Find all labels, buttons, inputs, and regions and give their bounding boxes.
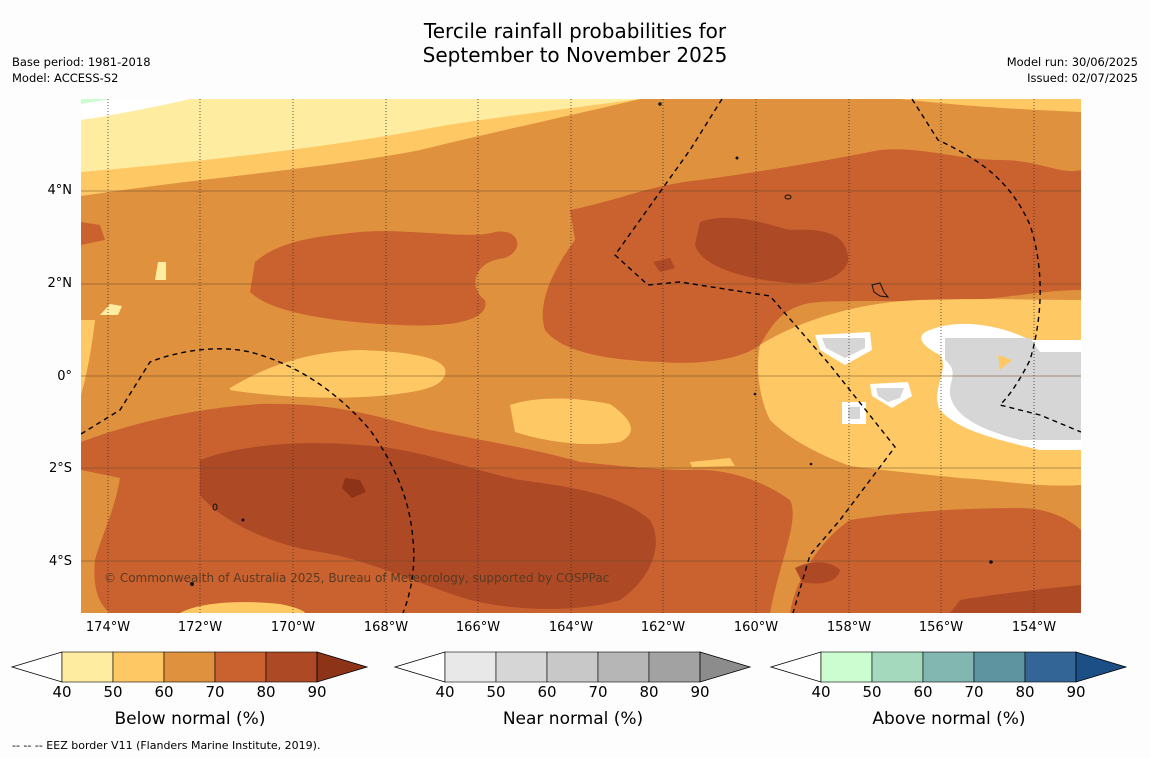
field-over-90-spot [342, 478, 366, 498]
x-tick-160w: 160°W [733, 620, 779, 635]
field-near-50-60-west [822, 338, 865, 358]
y-tick-4n: 4°N [47, 183, 73, 198]
colorbar-above-tick: 80 [1015, 683, 1035, 701]
field-60-70-southwest [81, 470, 120, 613]
field-above-40-50-corner [81, 99, 110, 104]
field-70-80-west [250, 231, 518, 326]
colorbar-above-segment [973, 651, 1026, 683]
field-80-90-northeast [695, 217, 849, 284]
colorbar-above-segment [922, 651, 975, 683]
field-80-90-south [200, 443, 656, 609]
parallel-gridlines [81, 190, 1081, 562]
x-tick-172w: 172°W [177, 620, 223, 635]
x-tick-168w: 168°W [363, 620, 409, 635]
meta-right: Model run: 30/06/2025 Issued: 02/07/2025 [1007, 54, 1138, 86]
x-tick-158w: 158°W [826, 620, 872, 635]
colorbar-above-tick: 50 [862, 683, 882, 701]
colorbar-near-over-arrow [699, 651, 752, 683]
colorbar-below-tick: 90 [307, 683, 327, 701]
colorbar-below-tick: 70 [205, 683, 225, 701]
field-70-80-southeast [790, 508, 1081, 613]
model-text: Model: ACCESS-S2 [12, 71, 119, 85]
field-40-50-spot-west [100, 304, 122, 315]
field-50-60-equator-west [230, 350, 446, 398]
probability-field [81, 99, 1081, 613]
meta-left: Base period: 1981-2018 Model: ACCESS-S2 [12, 54, 151, 86]
colorbar-near-segment [648, 651, 701, 683]
colorbar-near-segment [597, 651, 650, 683]
map-title-line1: Tercile rainfall probabilities for [423, 19, 727, 43]
map-title-line2: September to November 2025 [422, 43, 728, 67]
y-tick-2n: 2°N [47, 276, 73, 291]
field-80-90-southeast-edge [950, 585, 1081, 613]
colorbar-below-segment [61, 651, 114, 683]
colorbar-above-segment [1024, 651, 1077, 683]
x-tick-170w: 170°W [270, 620, 316, 635]
colorbar-below-tick: 80 [256, 683, 276, 701]
model-run-text: Model run: 30/06/2025 [1006, 55, 1138, 69]
x-tick-166w: 166°W [455, 620, 501, 635]
colorbar-below-label: Below normal (%) [114, 709, 266, 729]
colorbar-near-segment [495, 651, 548, 683]
field-near-50-60-east [945, 338, 1081, 440]
colorbar-below-segment [112, 651, 165, 683]
colorbar-above-under-arrow [769, 651, 822, 683]
x-tick-174w: 174°W [85, 620, 131, 635]
colorbar-near-tick: 40 [435, 683, 455, 701]
colorbar-near-tick: 60 [537, 683, 557, 701]
colorbar-above-segment [871, 651, 924, 683]
islands [190, 102, 993, 586]
colorbar-above-tick: 40 [811, 683, 831, 701]
field-70-80-west-spot [81, 222, 105, 245]
colorbar-near-segment [546, 651, 599, 683]
colorbar-near-tick: 50 [486, 683, 506, 701]
eez-legend-footer: -- -- -- EEZ border V11 (Flanders Marine… [12, 739, 321, 752]
colorbar-above-tick: 90 [1066, 683, 1086, 701]
colorbar-below-under-arrow [10, 651, 63, 683]
colorbar-near-label: Near normal (%) [502, 709, 644, 729]
field-80-90-spot [653, 258, 675, 272]
colorbar-above-segment [820, 651, 873, 683]
colorbars [10, 651, 1128, 683]
eez-borders [81, 99, 1081, 613]
colorbar-near-tick: 80 [639, 683, 659, 701]
issued-text: Issued: 02/07/2025 [1027, 71, 1138, 85]
field-40-50-north [81, 99, 640, 172]
colorbar-near-under-arrow [393, 651, 446, 683]
colorbar-below-tick: 40 [52, 683, 72, 701]
x-tick-164w: 164°W [548, 620, 594, 635]
field-50-60-island-gap [998, 355, 1012, 370]
field-50-60-small [690, 458, 735, 467]
colorbar-near-segment [444, 651, 497, 683]
y-tick-0: 0° [57, 369, 72, 384]
colorbar-below-segment [214, 651, 267, 683]
colorbar-below-tick: 60 [154, 683, 174, 701]
colorbar-below-tick: 50 [103, 683, 123, 701]
y-tick-2s: 2°S [48, 461, 72, 476]
field-50-60-south-edge [180, 602, 305, 613]
colorbar-below-segment [265, 651, 318, 683]
colorbar-near-tick: 70 [588, 683, 608, 701]
colorbar-below-over-arrow [316, 651, 369, 683]
colorbar-above-tick: 60 [913, 683, 933, 701]
y-tick-4s: 4°S [48, 554, 72, 569]
colorbar-above-label: Above normal (%) [872, 709, 1026, 729]
copyright-notice: © Commonwealth of Australia 2025, Bureau… [104, 571, 610, 585]
x-tick-154w: 154°W [1011, 620, 1057, 635]
field-40-50-spot [155, 262, 166, 280]
field-near-50-60-center [876, 388, 904, 402]
colorbar-above-over-arrow [1075, 651, 1128, 683]
colorbar-near-tick: 90 [690, 683, 710, 701]
x-tick-162w: 162°W [640, 620, 686, 635]
colorbar-below-segment [163, 651, 216, 683]
colorbar-above-tick: 70 [964, 683, 984, 701]
field-near-50-60-small [848, 407, 860, 419]
base-period-text: Base period: 1981-2018 [12, 55, 151, 69]
x-tick-156w: 156°W [918, 620, 964, 635]
field-50-60-central [510, 398, 631, 445]
